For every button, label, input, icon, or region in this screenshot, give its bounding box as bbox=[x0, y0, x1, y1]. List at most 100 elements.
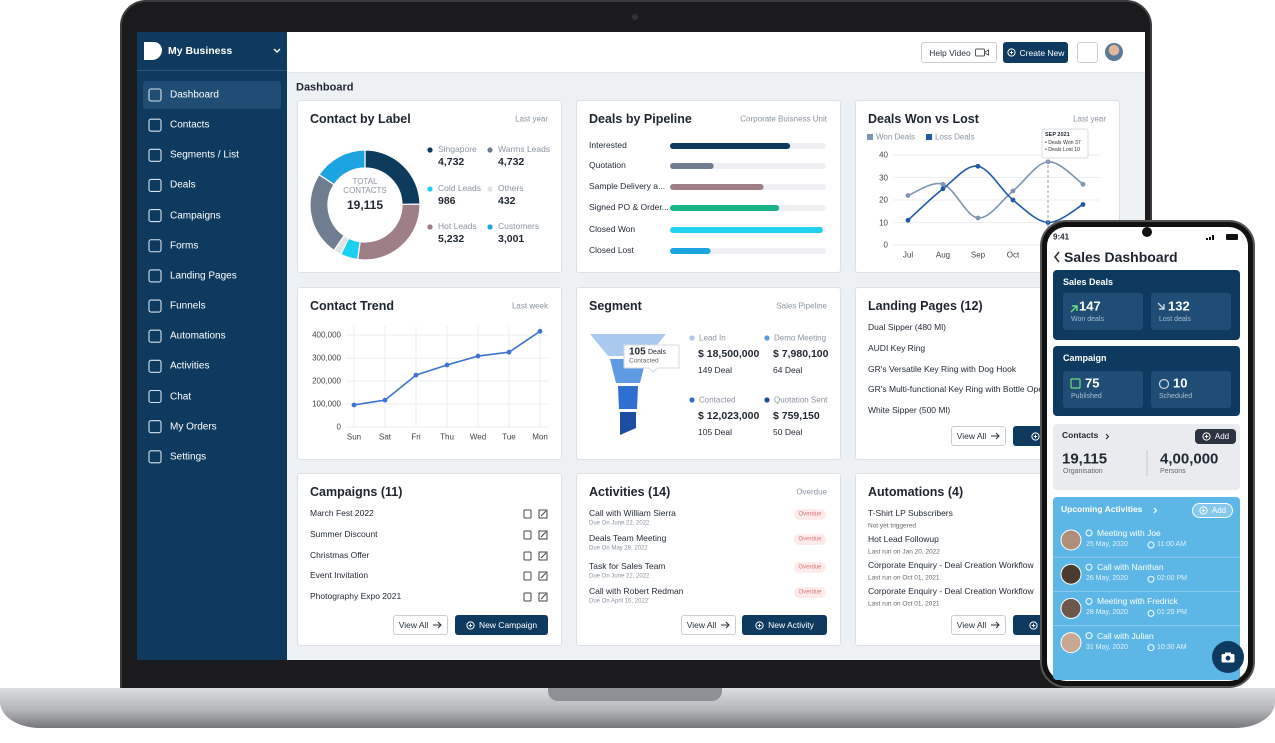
stat-value: 147 bbox=[1079, 298, 1101, 314]
stage-label: Closed Lost bbox=[589, 245, 634, 256]
new-activity-button[interactable]: New Activity bbox=[742, 615, 827, 635]
stage-name: Lead In bbox=[699, 333, 726, 343]
camera-button[interactable] bbox=[1212, 641, 1244, 673]
automation-title[interactable]: Corporate Enquiry - Deal Creation Workfl… bbox=[868, 586, 1034, 597]
callout bbox=[623, 344, 680, 373]
list-item[interactable]: Dual Sipper (480 Ml) bbox=[868, 322, 946, 333]
legend-dot bbox=[689, 335, 695, 341]
card-filter[interactable]: Last year bbox=[515, 114, 548, 124]
copy-icon bbox=[523, 592, 532, 602]
activity-title[interactable]: Meeting with Joe bbox=[1097, 528, 1161, 539]
list-item[interactable]: March Fest 2022 bbox=[310, 508, 374, 519]
list-item[interactable]: Photography Expo 2021 bbox=[310, 591, 402, 602]
card-filter[interactable]: Last year bbox=[1073, 114, 1106, 124]
automation-title[interactable]: Corporate Enquiry - Deal Creation Workfl… bbox=[868, 560, 1034, 571]
bar bbox=[670, 184, 764, 190]
legend-name: Loss Deals bbox=[935, 132, 975, 142]
nav-item[interactable]: Automations bbox=[170, 330, 226, 342]
card-filter[interactable]: Last week bbox=[511, 301, 548, 311]
automation-title[interactable]: T-Shirt LP Subscribers bbox=[868, 508, 953, 519]
activity-title[interactable]: Call with Julian bbox=[1097, 630, 1154, 641]
view-all-button[interactable]: View All bbox=[393, 615, 448, 635]
view-all-button[interactable]: View All bbox=[951, 426, 1006, 446]
nav-active bbox=[143, 81, 281, 109]
add-button[interactable]: Add bbox=[1192, 503, 1233, 518]
nav-item[interactable]: Chat bbox=[170, 390, 192, 402]
stat-label: Published bbox=[1071, 392, 1102, 400]
card-filter[interactable]: Sales Pipeline bbox=[776, 301, 827, 311]
avatar bbox=[1060, 597, 1082, 619]
clock-icon bbox=[1147, 541, 1155, 549]
add-button[interactable]: Add bbox=[1195, 429, 1236, 444]
view-all-button[interactable]: View All bbox=[951, 615, 1006, 635]
list-item[interactable]: White Sipper (500 Ml) bbox=[868, 405, 951, 416]
legend-value: 5,232 bbox=[438, 232, 465, 245]
new-campaign-button[interactable]: New Campaign bbox=[455, 615, 548, 635]
x-tick-label: Oct bbox=[1006, 250, 1020, 260]
activity-date: 25 May, 2020 bbox=[1086, 540, 1128, 548]
nav-item[interactable]: Funnels bbox=[170, 300, 206, 312]
card-filter[interactable]: Overdue bbox=[796, 487, 827, 497]
nav-item[interactable]: Deals bbox=[170, 179, 196, 191]
list-item[interactable]: Christmas Offer bbox=[310, 550, 370, 561]
list-item[interactable]: GR's Multi-functional Key Ring with Bott… bbox=[868, 384, 1056, 395]
button-label: Help Video bbox=[929, 47, 971, 58]
nav-item[interactable]: Dashboard bbox=[170, 89, 219, 101]
automation-title[interactable]: Hot Lead Followup bbox=[868, 534, 939, 545]
point bbox=[975, 215, 981, 221]
nav-item[interactable]: My Orders bbox=[170, 420, 217, 432]
video-icon bbox=[974, 48, 989, 57]
nav-item[interactable]: Activities bbox=[170, 360, 210, 372]
list-item[interactable]: Event Invitation bbox=[310, 570, 369, 581]
y-tick-label: 30 bbox=[879, 172, 888, 182]
avatar bbox=[1060, 632, 1082, 654]
stat-value: 132 bbox=[1168, 298, 1190, 314]
activity-time: 11:00 AM bbox=[1157, 540, 1187, 548]
nav-item[interactable]: Campaigns bbox=[170, 209, 221, 221]
calendar-icon bbox=[1070, 378, 1081, 389]
stage-label: Closed Won bbox=[589, 224, 636, 235]
tooltip-line: • Deals Won 37 bbox=[1045, 140, 1081, 147]
card-title[interactable]: Contacts bbox=[1062, 430, 1099, 441]
list-item[interactable]: Summer Discount bbox=[310, 529, 378, 540]
activity-title[interactable]: Call with Nanthan bbox=[1097, 562, 1164, 573]
stage-deals: 149 Deal bbox=[698, 365, 733, 376]
point bbox=[413, 372, 419, 378]
card-title[interactable]: Upcoming Activities bbox=[1061, 504, 1143, 515]
activity-title[interactable]: Task for Sales Team bbox=[589, 561, 666, 572]
create-new-button[interactable]: Create New bbox=[1003, 42, 1068, 63]
nav-item[interactable]: Segments / List bbox=[170, 149, 239, 161]
card-filter[interactable]: Corporate Buisness Unit bbox=[740, 114, 827, 124]
help-video-button[interactable]: Help Video bbox=[921, 42, 997, 63]
brand-name[interactable]: My Business bbox=[168, 44, 233, 57]
x-tick-label: Aug bbox=[935, 250, 951, 260]
activity-title[interactable]: Deals Team Meeting bbox=[589, 533, 667, 544]
list-item[interactable]: AUDI Key Ring bbox=[868, 343, 926, 354]
stat-label: Lost deals bbox=[1159, 315, 1191, 323]
y-tick-label: 20 bbox=[879, 195, 888, 205]
chevron bbox=[1153, 507, 1158, 514]
nav-icon bbox=[148, 178, 162, 192]
view-all-button[interactable]: View All bbox=[681, 615, 736, 635]
x-tick-label: Thu bbox=[440, 432, 454, 442]
point bbox=[351, 402, 357, 408]
stage-deals: 105 Deal bbox=[698, 427, 733, 438]
activity-title[interactable]: Call with Robert Redman bbox=[589, 586, 684, 597]
callout-value: 105 bbox=[629, 346, 646, 358]
button-label: View All bbox=[398, 620, 429, 630]
y-tick-label: 300,000 bbox=[312, 353, 341, 363]
list-item[interactable]: GR's Versatile Key Ring with Dog Hook bbox=[868, 364, 1017, 375]
activity-title[interactable]: Meeting with Fredrick bbox=[1097, 596, 1178, 607]
status-badge bbox=[794, 534, 826, 545]
nav-item[interactable]: Settings bbox=[170, 451, 207, 463]
card-title: Deals Won vs Lost bbox=[868, 111, 979, 126]
stage-amount: $ 12,023,000 bbox=[698, 409, 760, 422]
nav-item[interactable]: Landing Pages bbox=[170, 270, 237, 282]
activity-title[interactable]: Call with William Sierra bbox=[589, 508, 676, 519]
nav-item[interactable]: Contacts bbox=[170, 119, 210, 131]
notification-button[interactable] bbox=[1077, 42, 1098, 63]
nav-icon bbox=[148, 329, 162, 343]
nav-item[interactable]: Forms bbox=[170, 240, 199, 251]
avatar[interactable] bbox=[1105, 43, 1123, 61]
